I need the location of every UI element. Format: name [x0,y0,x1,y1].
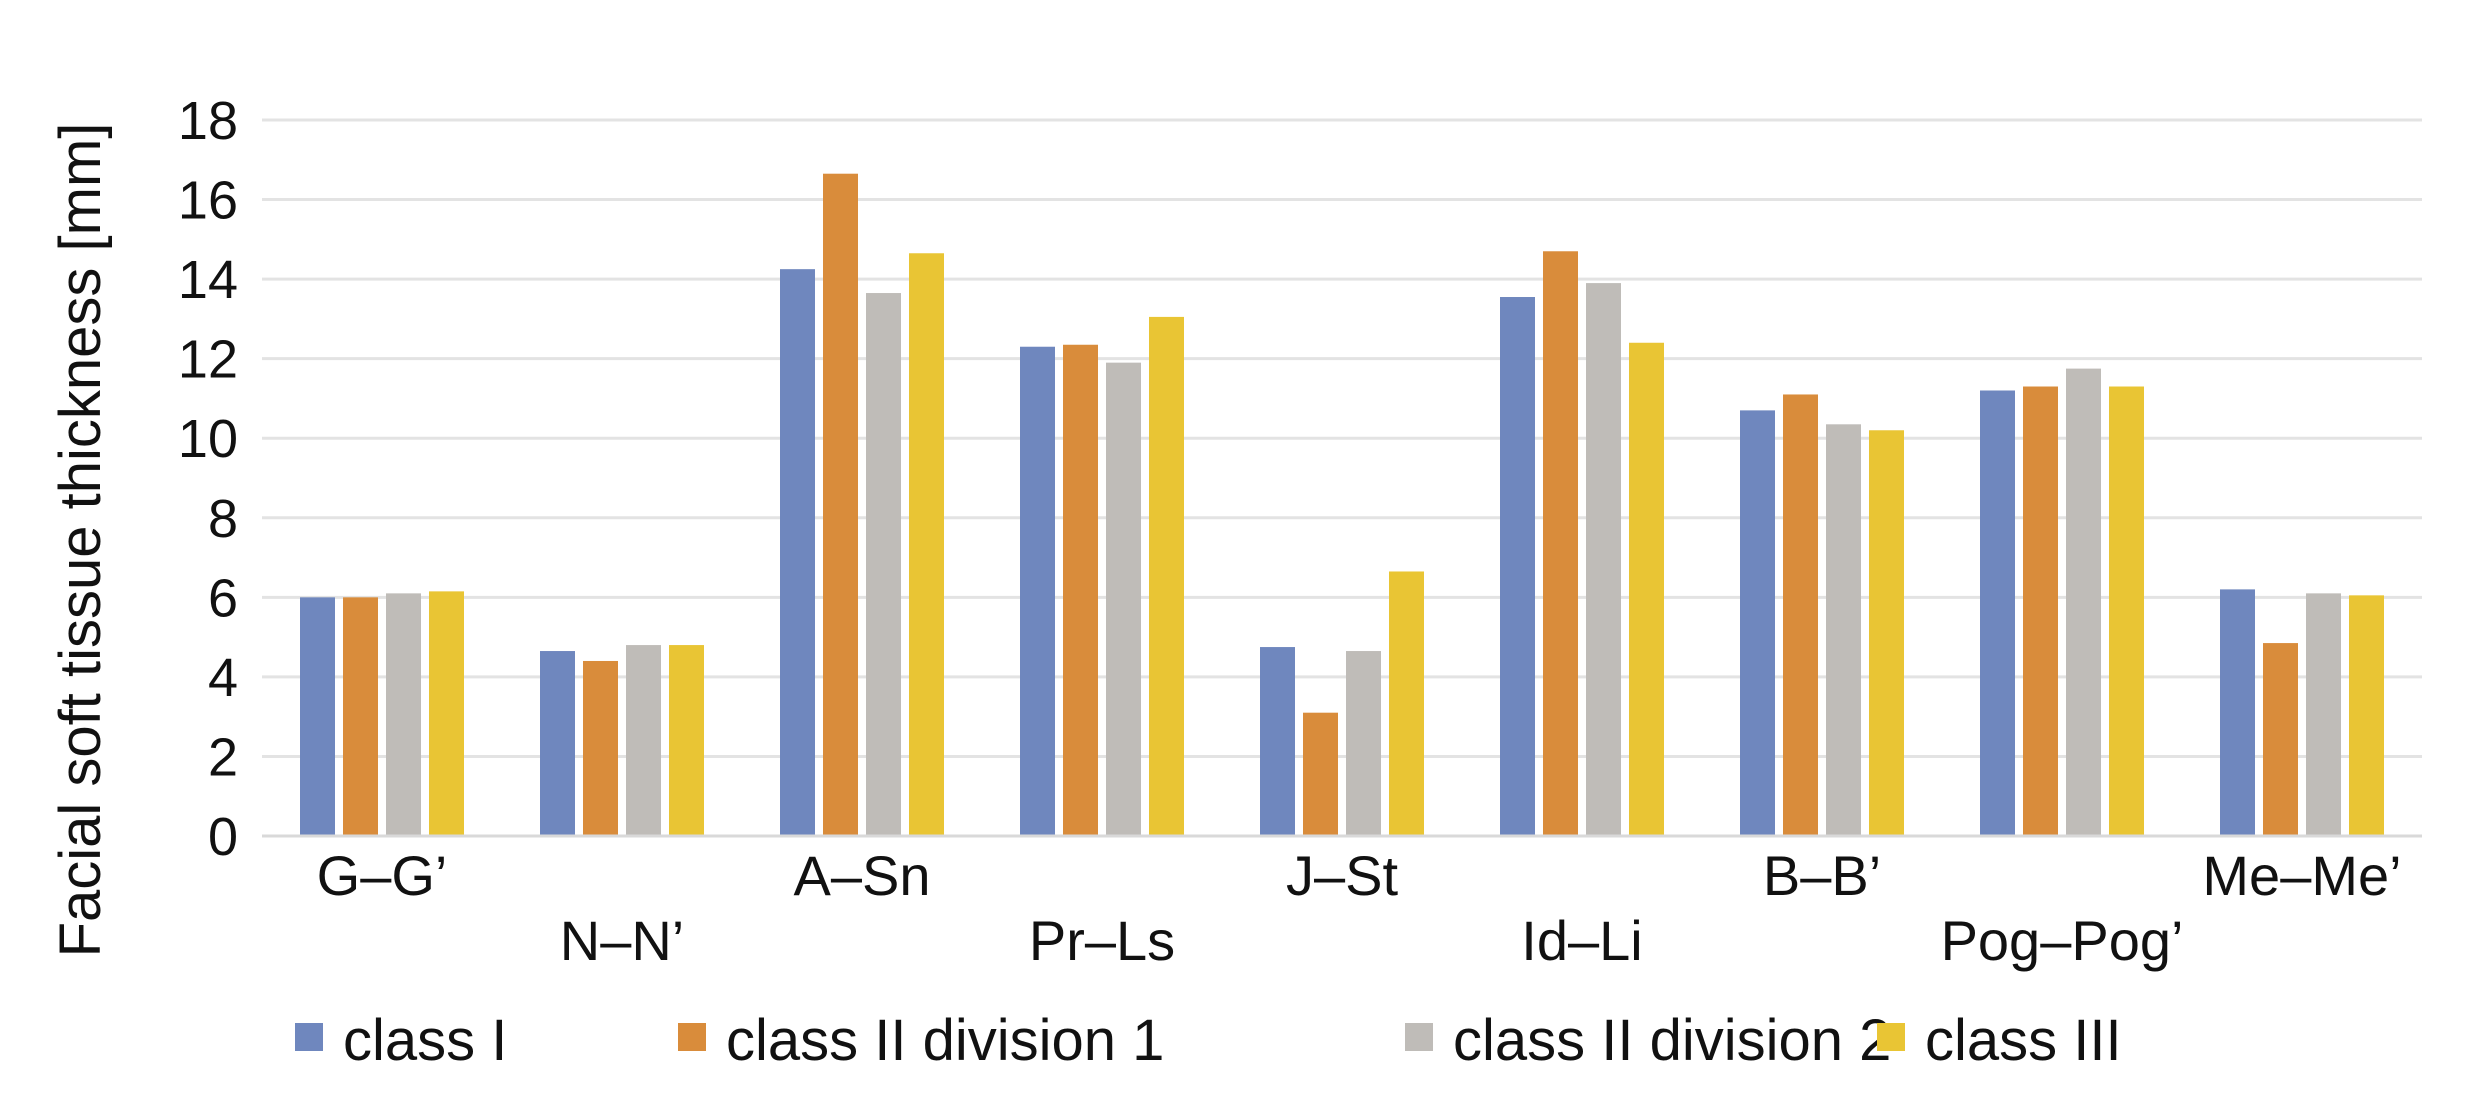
bar [2023,386,2058,836]
bar [1629,342,1664,836]
legend-swatch [1405,1023,1433,1051]
bar [1826,424,1861,836]
y-axis-label: Facial soft tissue thickness [mm] [48,123,113,958]
bar [866,293,901,836]
bar [1500,297,1535,836]
legend-item: class II division 1 [678,1008,1164,1073]
bar [1869,430,1904,836]
bar [2306,593,2341,836]
bar [300,597,335,836]
bar [1063,344,1098,836]
bar [1740,410,1775,836]
legend-swatch [1877,1023,1905,1051]
bar [1543,251,1578,836]
bar [909,253,944,836]
y-tick-label: 18 [178,91,238,151]
y-tick-label: 14 [178,250,238,310]
bar [1586,283,1621,837]
bar [1346,651,1381,836]
category-labels: G–G’ N–N’ A–Sn Pr–Ls J–St Id–Li B–B’ Pog–Pog’ Me… [317,844,2402,972]
bar [1783,394,1818,836]
bar [780,269,815,837]
legend-label: class III [1925,1008,2122,1073]
category-label: J–St [1286,844,1398,907]
bar [1389,571,1424,836]
gridlines [262,118,2422,758]
bars [300,173,2384,837]
category-label: G–G’ [317,844,448,907]
bar [823,173,858,836]
legend-swatch [295,1023,323,1051]
legend-item: class II division 2 [1405,1008,1891,1073]
y-tick-label: 6 [208,568,238,628]
bar [540,651,575,836]
bar [2349,595,2384,836]
bar [1303,712,1338,836]
category-label: A–Sn [794,844,931,907]
bar [343,597,378,836]
bar [2109,386,2144,836]
y-tick-label: 10 [178,409,238,469]
y-tick-label: 12 [178,330,238,390]
bar [1149,316,1184,836]
category-label: Me–Me’ [2202,844,2401,907]
bar [2066,368,2101,836]
category-label: B–B’ [1763,844,1881,907]
y-tick-label: 4 [208,648,238,708]
bar [669,645,704,836]
y-tick-label: 2 [208,727,238,787]
category-label: Pog–Pog’ [1941,909,2184,972]
legend-item: class I [295,1008,507,1073]
y-axis-ticks: 0 2 4 6 8 10 12 14 16 18 [178,91,238,867]
y-tick-label: 0 [208,807,238,867]
bar [583,660,618,836]
bar [1020,346,1055,836]
bar [429,591,464,836]
category-label: Id–Li [1521,909,1642,972]
category-label: N–N’ [560,909,684,972]
legend: class I class II division 1 class II divis… [295,1008,2122,1073]
bar [386,593,421,836]
legend-item: class III [1877,1008,2122,1073]
legend-label: class I [343,1008,507,1073]
bar [2263,643,2298,836]
legend-label: class II division 2 [1453,1008,1891,1073]
bar [2220,589,2255,836]
category-label: Pr–Ls [1029,909,1175,972]
legend-swatch [678,1023,706,1051]
bar [1260,647,1295,836]
bar [1106,362,1141,836]
bar [1980,390,2015,836]
legend-label: class II division 1 [726,1008,1164,1073]
bar [626,645,661,836]
y-tick-label: 16 [178,171,238,231]
y-tick-label: 8 [208,489,238,549]
